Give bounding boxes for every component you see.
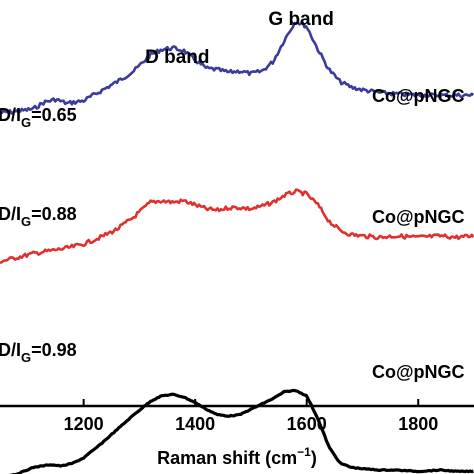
ratio-label-part: G <box>21 115 31 130</box>
ratio-label-part: G <box>21 214 31 229</box>
ratio-label-part: =0.98 <box>31 340 77 360</box>
x-tick-label: 1600 <box>287 414 327 434</box>
series-line-2 <box>0 188 474 265</box>
x-tick-label: 1800 <box>398 414 438 434</box>
sample-label-2: Co@pNGC <box>372 207 465 227</box>
series-lines <box>0 21 474 474</box>
x-axis-title-tail: ) <box>311 448 317 468</box>
ratio-label-part: =0.65 <box>31 105 77 125</box>
x-axis-ticks: 1200 1400 1600 1800 <box>64 399 438 434</box>
ratio-label-part: /I <box>11 340 21 360</box>
ratio-label-part: =0.88 <box>31 204 77 224</box>
g-band-label: G band <box>268 9 333 30</box>
x-axis-title: Raman shift (cm−1) <box>157 445 317 468</box>
x-tick-label: 1400 <box>175 414 215 434</box>
x-axis-title-sup: −1 <box>297 445 311 459</box>
series-line-1 <box>0 21 474 115</box>
ratio-label-part: D <box>0 105 11 125</box>
ratio-label-1: D/IG=0.65 <box>0 105 77 130</box>
x-tick-label: 1200 <box>64 414 104 434</box>
series-line-3 <box>9 388 474 474</box>
sample-label-1: Co@pNGC <box>372 86 465 106</box>
ratio-label-part: /I <box>11 105 21 125</box>
d-band-label: D band <box>145 47 209 68</box>
ratio-label-part: G <box>21 350 31 365</box>
ratio-label-3: D/IG=0.98 <box>0 340 77 365</box>
ratio-label-part: /I <box>11 204 21 224</box>
ratio-label-part: D <box>0 340 11 360</box>
ratio-label-2: D/IG=0.88 <box>0 204 77 229</box>
ratio-label-part: D <box>0 204 11 224</box>
sample-label-3: Co@pNGC <box>372 362 465 382</box>
x-axis-title-text: Raman shift (cm <box>157 448 297 468</box>
